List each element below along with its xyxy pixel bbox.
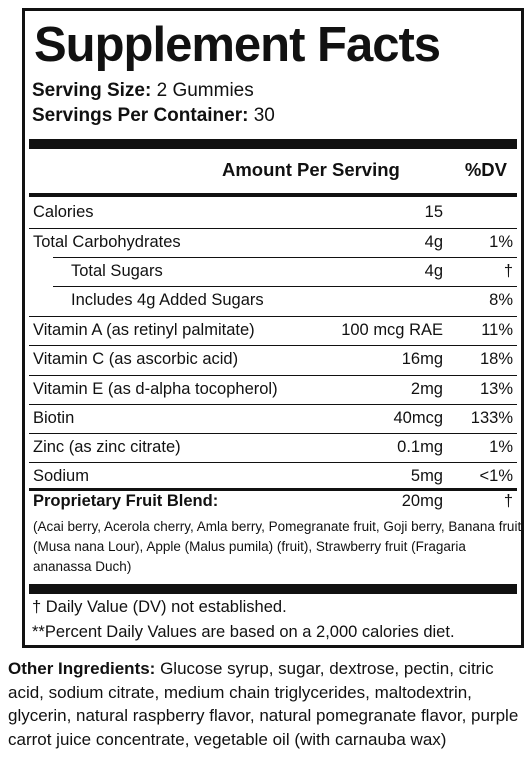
nutrient-amount: 5mg [410, 467, 443, 485]
nutrient-dv: 1% [489, 438, 513, 456]
panel-title: Supplement Facts [34, 18, 441, 72]
serving-size-label: Serving Size: [32, 80, 152, 101]
row-divider [29, 462, 517, 463]
row-divider [29, 404, 517, 405]
supplement-facts-panel: Supplement Facts Serving Size: 2 Gummies… [22, 8, 524, 648]
nutrient-row-total-sugars: Total Sugars 4g † [29, 258, 517, 287]
other-ingredients: Other Ingredients: Glucose syrup, sugar,… [8, 657, 526, 751]
row-divider [29, 433, 517, 434]
nutrient-label: Calories [33, 203, 94, 221]
nutrient-dv: † [503, 262, 513, 280]
row-divider [29, 345, 517, 346]
nutrient-label: Sodium [33, 467, 89, 485]
proprietary-blend-label: Proprietary Fruit Blend: [33, 492, 219, 510]
row-divider [29, 228, 517, 229]
nutrient-label: Vitamin E (as d-alpha tocopherol) [33, 380, 278, 398]
nutrient-dv: 1% [489, 233, 513, 251]
nutrient-amount: 15 [424, 203, 443, 221]
nutrient-row-calories: Calories 15 [29, 199, 517, 228]
thick-divider-bottom [29, 584, 517, 594]
nutrient-row-biotin: Biotin 40mcg 133% [29, 405, 517, 434]
nutrient-label: Biotin [33, 409, 75, 427]
nutrient-amount: 2mg [410, 380, 443, 398]
blend-divider [29, 488, 517, 491]
nutrient-amount: 0.1mg [397, 438, 443, 456]
serving-size: Serving Size: 2 Gummies [32, 79, 254, 103]
proprietary-blend-dv: † [503, 492, 513, 510]
nutrient-dv: <1% [479, 467, 513, 485]
row-divider [53, 257, 517, 258]
row-divider [29, 316, 517, 317]
nutrient-row-vitamin-e: Vitamin E (as d-alpha tocopherol) 2mg 13… [29, 376, 517, 405]
nutrient-label: Total Sugars [71, 262, 163, 280]
proprietary-blend-amount: 20mg [401, 492, 443, 510]
nutrient-amount: 4g [424, 233, 443, 251]
dv-header: %DV [464, 159, 507, 180]
nutrient-label: Zinc (as zinc citrate) [33, 438, 181, 456]
row-divider [53, 286, 517, 287]
nutrient-row-sodium: Sodium 5mg <1% [29, 463, 517, 492]
header-divider [29, 193, 517, 197]
nutrient-row-vitamin-a: Vitamin A (as retinyl palmitate) 100 mcg… [29, 317, 517, 346]
servings-per-container-value: 30 [253, 105, 275, 126]
serving-size-value: 2 Gummies [156, 80, 254, 101]
nutrient-row-added-sugars: Includes 4g Added Sugars 8% [29, 287, 517, 316]
other-ingredients-label: Other Ingredients: [8, 659, 156, 678]
nutrient-amount: 16mg [401, 350, 443, 368]
nutrient-label: Vitamin A (as retinyl palmitate) [33, 321, 255, 339]
nutrient-row-zinc: Zinc (as zinc citrate) 0.1mg 1% [29, 434, 517, 463]
thick-divider [29, 139, 517, 149]
nutrient-label: Includes 4g Added Sugars [71, 291, 264, 309]
nutrient-row-total-carbohydrates: Total Carbohydrates 4g 1% [29, 229, 517, 258]
servings-per-container-label: Servings Per Container: [32, 105, 249, 126]
nutrient-dv: 13% [479, 380, 513, 398]
nutrient-amount: 40mcg [393, 409, 443, 427]
footnote-dv-not-established: † Daily Value (DV) not established. [32, 598, 287, 616]
amount-per-serving-header: Amount Per Serving [222, 159, 400, 180]
nutrient-amount: 100 mcg RAE [341, 321, 443, 339]
nutrient-label: Vitamin C (as ascorbic acid) [33, 350, 239, 368]
nutrient-dv: 133% [470, 409, 513, 427]
other-ingredients-text: Glucose syrup, sugar, dextrose, pectin, … [8, 659, 519, 749]
row-divider [29, 375, 517, 376]
nutrient-dv: 18% [479, 350, 513, 368]
nutrient-dv: 8% [489, 291, 513, 309]
nutrient-label: Total Carbohydrates [33, 233, 181, 251]
nutrient-dv: 11% [481, 321, 513, 339]
footnote-daily-values: **Percent Daily Values are based on a 2,… [32, 623, 455, 641]
servings-per-container: Servings Per Container: 30 [32, 104, 275, 128]
nutrient-amount: 4g [424, 262, 443, 280]
nutrient-row-vitamin-c: Vitamin C (as ascorbic acid) 16mg 18% [29, 346, 517, 375]
proprietary-blend-description: (Acai berry, Acerola cherry, Amla berry,… [33, 519, 522, 574]
